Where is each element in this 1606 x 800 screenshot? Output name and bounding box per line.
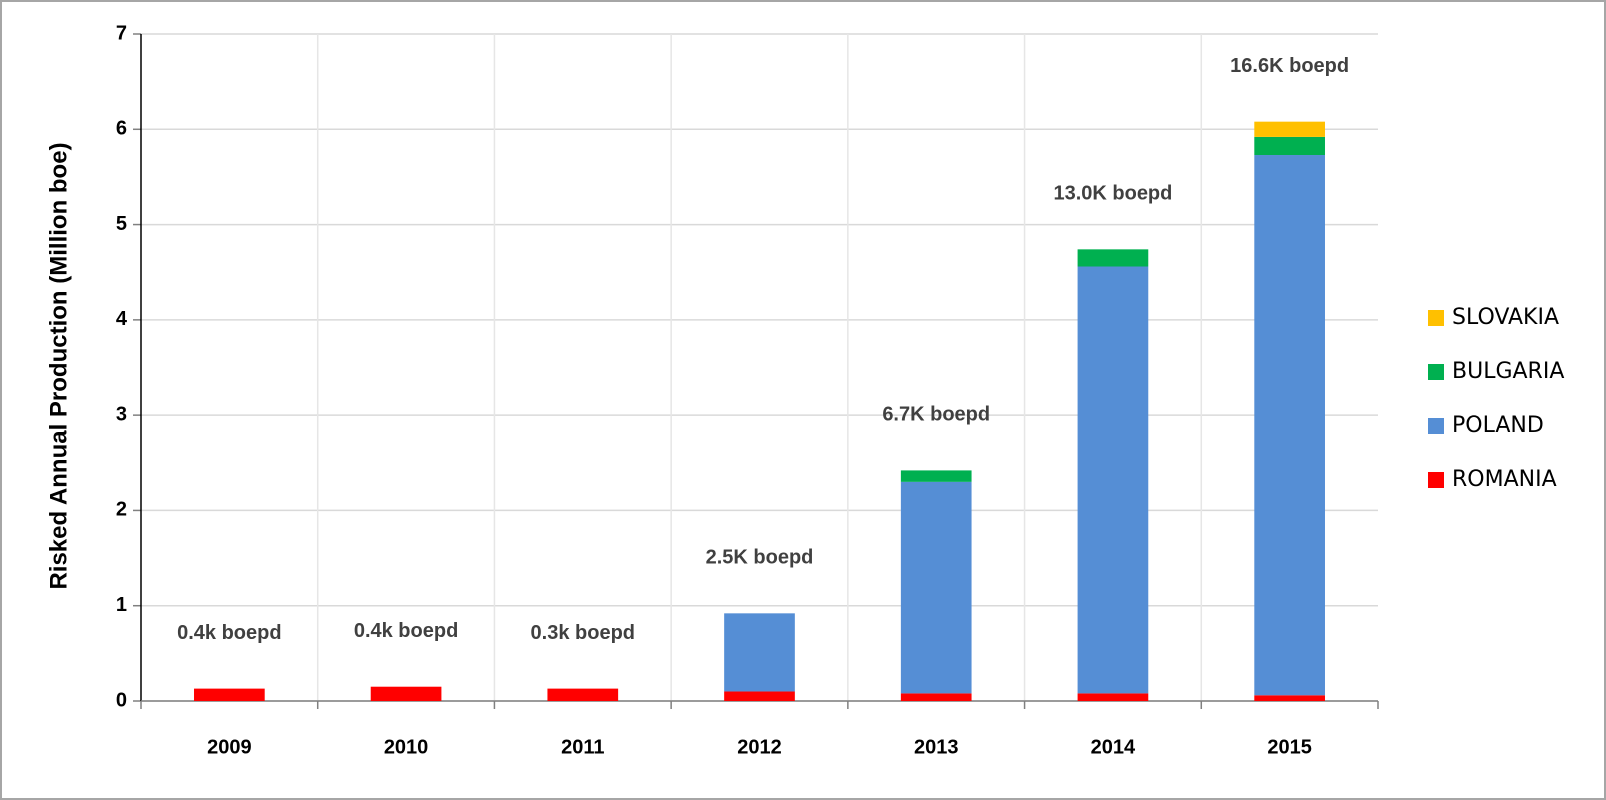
bar-segment — [900, 470, 972, 482]
bar-segment — [370, 686, 442, 701]
annotation: 6.7K boepd — [882, 404, 990, 426]
bar-segment — [1077, 266, 1149, 694]
legend-label: BULGARIA — [1452, 359, 1564, 384]
x-tick-label: 2013 — [914, 736, 959, 758]
y-axis-label: Risked Annual Production (Million boe) — [45, 142, 72, 589]
y-tick-label: 6 — [116, 118, 127, 140]
annotation: 13.0K boepd — [1053, 183, 1172, 205]
bar-segment — [1254, 121, 1325, 137]
bar-segment — [724, 691, 795, 701]
annotation: 0.4k boepd — [354, 620, 458, 642]
x-tick-label: 2012 — [737, 736, 782, 758]
bar-segment — [547, 688, 619, 701]
legend-swatch — [1428, 472, 1444, 488]
x-tick-label: 2009 — [207, 736, 252, 758]
y-tick-label: 0 — [116, 689, 127, 711]
legend-label: ROMANIA — [1452, 467, 1557, 492]
y-tick-label: 1 — [116, 594, 127, 616]
annotation: 0.3k boepd — [531, 622, 635, 644]
x-tick-label: 2010 — [384, 736, 429, 758]
bar-segment — [1254, 695, 1325, 701]
bar-segment — [1077, 693, 1149, 701]
legend-swatch — [1428, 418, 1444, 434]
legend-label: POLAND — [1452, 413, 1544, 438]
bar-segment — [1077, 249, 1149, 267]
y-tick-label: 3 — [116, 403, 127, 425]
annotation: 16.6K boepd — [1230, 55, 1349, 77]
legend-swatch — [1428, 310, 1444, 326]
bar-segment — [194, 688, 265, 701]
annotation: 0.4k boepd — [177, 622, 281, 644]
legend-label: SLOVAKIA — [1452, 305, 1559, 330]
y-tick-label: 4 — [116, 308, 128, 330]
x-tick-label: 2011 — [561, 736, 604, 758]
x-tick-label: 2015 — [1267, 736, 1312, 758]
bar-segment — [900, 481, 972, 694]
bar-segment — [724, 613, 795, 692]
y-tick-label: 2 — [116, 499, 127, 521]
legend-swatch — [1428, 364, 1444, 380]
x-tick-label: 2014 — [1091, 736, 1136, 758]
bar-segment — [1254, 136, 1325, 156]
y-tick-label: 5 — [116, 213, 127, 235]
bar-segment — [1254, 155, 1325, 696]
bar-segment — [900, 693, 972, 701]
y-tick-label: 7 — [116, 22, 127, 44]
annotation: 2.5K boepd — [706, 547, 814, 569]
